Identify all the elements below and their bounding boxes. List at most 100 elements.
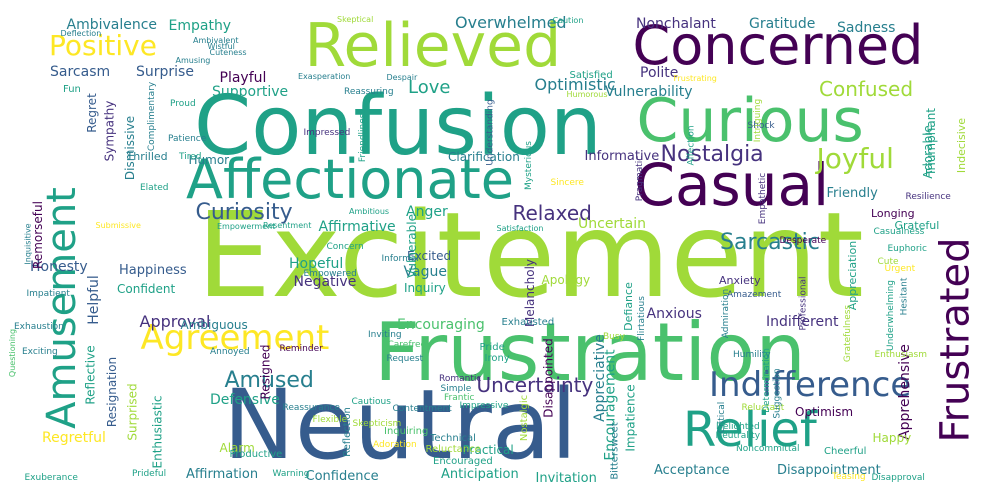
word-relief: Relief <box>683 402 817 458</box>
word-surprise: Surprise <box>136 64 194 80</box>
word-reluctant: Reluctant <box>741 402 785 413</box>
word-gratitude: Gratitude <box>749 16 816 32</box>
word-happy: Happy <box>872 431 912 445</box>
word-anxiety: Anxiety <box>719 273 761 287</box>
word-romantic: Romantic <box>439 373 482 384</box>
word-exuberance: Exuberance <box>24 472 78 483</box>
word-sadness: Sadness <box>837 20 896 36</box>
word-urgent: Urgent <box>884 263 916 274</box>
word-understanding: Understanding <box>485 98 496 166</box>
word-euphoric: Euphoric <box>887 243 927 254</box>
word-questioning: Questioning <box>8 328 18 378</box>
word-frustrating: Frustrating <box>673 74 717 83</box>
word-cheerful: Cheerful <box>824 446 867 457</box>
word-desperate: Desperate <box>779 235 827 246</box>
word-tired: Tired <box>179 151 202 162</box>
word-empowerment: Empowerment <box>217 222 276 231</box>
word-regret: Regret <box>84 93 99 133</box>
word-uncertain: Uncertain <box>578 216 647 232</box>
word-relaxed: Relaxed <box>512 201 592 225</box>
word-pragmatic: Pragmatic <box>634 155 645 201</box>
word-technical: Technical <box>430 433 476 444</box>
word-indifferent: Indifferent <box>766 314 839 330</box>
word-casual: Casual <box>634 151 830 219</box>
word-adorable: Adorable <box>920 125 935 179</box>
word-playful: Playful <box>219 70 267 86</box>
word-request: Request <box>386 353 424 364</box>
word-shock: Shock <box>747 120 775 131</box>
word-curiosity: Curiosity <box>195 200 293 225</box>
word-hesitant: Hesitant <box>899 277 910 315</box>
word-resignation: Resignation <box>105 356 120 428</box>
word-gratefulness: Gratefulness <box>842 304 853 362</box>
word-reflective: Reflective <box>83 345 98 405</box>
word-impressive: Impressive <box>459 400 509 411</box>
word-nostalgic: Nostalgic <box>519 394 531 442</box>
word-resigned: Resigned <box>258 344 272 400</box>
word-remorseful: Remorseful <box>30 201 45 269</box>
word-approval: Approval <box>139 312 211 331</box>
word-exhausted: Exhausted <box>501 317 555 328</box>
word-submissive: Submissive <box>95 221 141 230</box>
word-skeptical: Skeptical <box>337 15 374 24</box>
word-amused: Amused <box>224 368 314 393</box>
word-encouraging: Encouraging <box>397 317 485 333</box>
word-enthusiastic: Enthusiastic <box>149 395 164 469</box>
word-happiness: Happiness <box>119 262 187 278</box>
word-affirmation: Affirmation <box>186 466 259 482</box>
word-humility: Humility <box>733 349 771 360</box>
word-cautious: Cautious <box>351 396 391 407</box>
word-encouraged: Encouraged <box>433 456 493 467</box>
word-warning: Warning <box>272 468 310 479</box>
word-pride: Pride <box>479 342 505 353</box>
word-simple: Simple <box>440 383 472 394</box>
word-teasing: Teasing <box>832 471 866 482</box>
word-vague: Vague <box>403 264 447 280</box>
word-informal: Informal <box>381 253 419 264</box>
word-vulnerability: Vulnerability <box>605 84 693 100</box>
word-helpful: Helpful <box>85 275 102 325</box>
word-uncertainty: Uncertainty <box>476 373 594 397</box>
word-supportive: Supportive <box>212 84 289 100</box>
word-frustration: Frustration <box>374 306 806 399</box>
word-curious: Curious <box>636 86 864 156</box>
word-underwhelming: Underwhelming <box>885 279 896 351</box>
word-busy: Busy <box>603 331 625 342</box>
word-defensive: Defensive <box>210 392 280 408</box>
word-dismissive: Dismissive <box>123 115 138 181</box>
word-noncommittal: Noncommittal <box>736 443 800 454</box>
word-overwhelmed: Overwhelmed <box>455 13 567 32</box>
word-empowered: Empowered <box>303 268 357 279</box>
word-practical: Practical <box>462 443 514 457</box>
word-reminder: Reminder <box>279 343 323 354</box>
word-proud: Proud <box>170 98 196 109</box>
word-hopeful: Hopeful <box>289 256 344 272</box>
word-sincere: Sincere <box>550 177 584 188</box>
word-humorous: Humorous <box>566 90 608 99</box>
word-inviting: Inviting <box>368 329 402 340</box>
word-ambivalence: Ambivalence <box>66 17 158 33</box>
word-concerned: Concerned <box>632 14 924 77</box>
word-ambiguous: Ambiguous <box>180 318 248 332</box>
word-prideful: Prideful <box>132 468 167 479</box>
word-anticipation: Anticipation <box>441 466 519 482</box>
word-contentment: Contentment <box>392 403 452 414</box>
word-clarification: Clarification <box>448 150 520 164</box>
word-apology: Apology <box>541 273 591 287</box>
word-patience: Patience <box>168 133 207 144</box>
word-irony: Irony <box>484 353 510 364</box>
word-adoration: Adoration <box>373 439 417 450</box>
word-indecisive: Indecisive <box>954 117 968 173</box>
word-longing: Longing <box>871 206 915 220</box>
word-regretful: Regretful <box>42 430 106 446</box>
word-resilience: Resilience <box>905 191 951 202</box>
word-wistful: Wistful <box>207 42 235 51</box>
word-impatience: Impatience <box>623 384 638 452</box>
word-humor: Humor <box>188 153 230 167</box>
word-neutral: Neutral <box>223 369 578 481</box>
word-flexible: Flexible <box>312 414 348 425</box>
word-affirmative: Affirmative <box>318 219 396 235</box>
word-grateful: Grateful <box>894 218 940 232</box>
word-love: Love <box>408 77 451 98</box>
word-friendly: Friendly <box>826 185 878 201</box>
